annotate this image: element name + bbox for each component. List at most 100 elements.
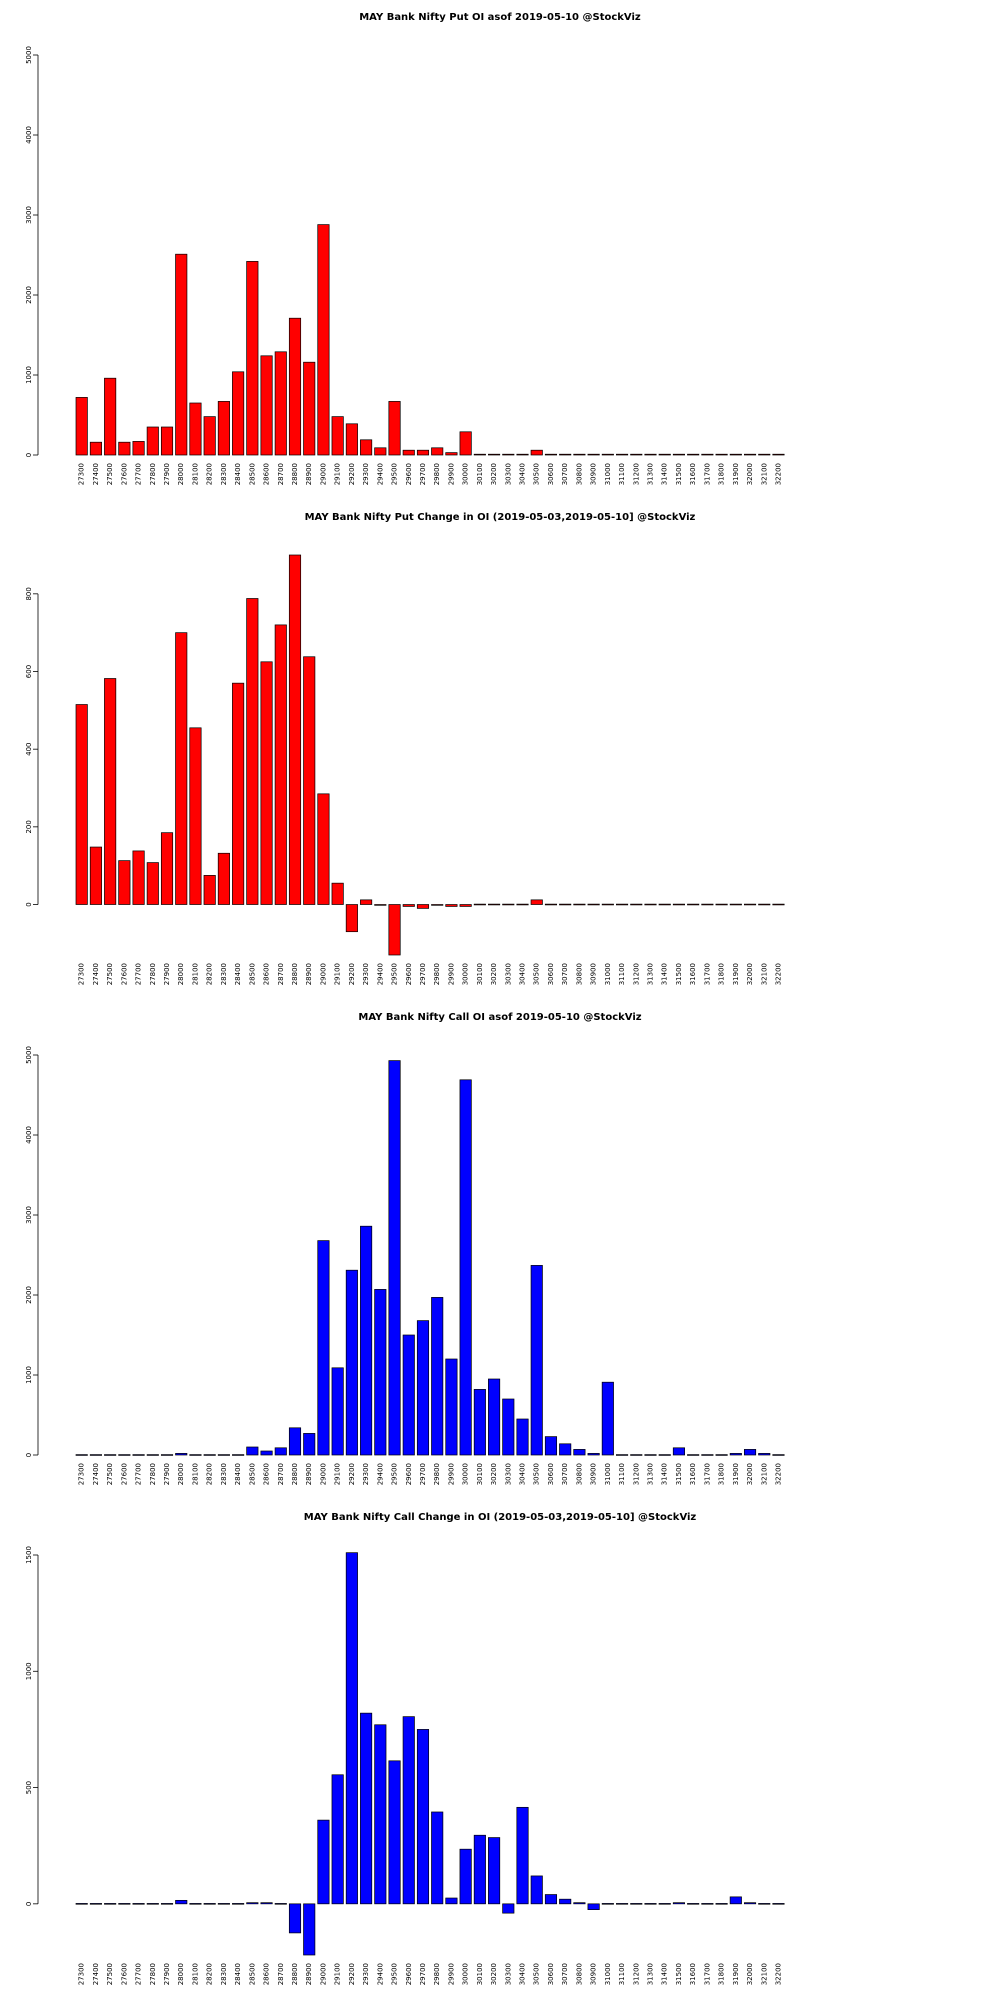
x-tick-label: 29900 [447, 463, 455, 485]
chart-title: MAY Bank Nifty Call OI asof 2019-05-10 @… [358, 1012, 642, 1023]
bar [473, 903, 486, 906]
x-tick-label: 27400 [92, 1963, 100, 1985]
x-tick-label: 32000 [746, 963, 754, 985]
call-oi-chart: MAY Bank Nifty Call OI asof 2019-05-10 @… [0, 1000, 1000, 1500]
call-change-oi-plot: 0 500 1000 1500 27300 27400 27500 27600 27700 278… [25, 1546, 785, 1985]
bar [331, 1367, 344, 1456]
bar [729, 1896, 742, 1905]
x-tick-label: 31100 [618, 463, 626, 485]
x-tick-label: 30700 [561, 1963, 569, 1985]
x-tick-label: 31900 [732, 1463, 740, 1485]
bar [146, 862, 159, 905]
bar [431, 447, 444, 456]
x-tick-label: 29800 [433, 1963, 441, 1985]
x-tick-label: 29400 [376, 1463, 384, 1485]
x-tick-label: 32000 [746, 1963, 754, 1985]
bar [104, 1903, 117, 1905]
x-tick-label: 30300 [504, 463, 512, 485]
bar [644, 453, 657, 456]
bar [374, 1724, 387, 1905]
x-tick-label: 28900 [305, 1963, 313, 1985]
bar [274, 351, 287, 456]
bar [658, 1454, 671, 1456]
x-tick-label: 31800 [718, 963, 726, 985]
bar [288, 1903, 302, 1934]
x-tick-label: 29600 [405, 963, 413, 985]
bar [729, 453, 742, 456]
x-tick-label: 32200 [774, 963, 782, 985]
x-tick-label: 28200 [206, 1463, 214, 1485]
bar [246, 1446, 259, 1456]
bar [431, 904, 444, 906]
bar [317, 1819, 330, 1905]
x-tick-label: 30500 [533, 963, 541, 985]
bar [530, 1265, 543, 1456]
x-tick-label: 31400 [661, 1463, 669, 1485]
y-tick-label: 0 [25, 1902, 33, 1906]
x-tick-label: 28800 [291, 963, 299, 985]
x-tick-label: 28300 [220, 963, 228, 985]
y-tick-label: 4000 [25, 1126, 33, 1144]
x-tick-label: 29600 [405, 463, 413, 485]
bar [488, 1837, 501, 1905]
x-tick-label: 29900 [447, 1963, 455, 1985]
bar [416, 904, 430, 909]
bar [672, 903, 685, 906]
x-tick-label: 28100 [191, 963, 199, 985]
x-tick-label: 29200 [348, 1963, 356, 1985]
bar [687, 1454, 700, 1456]
bar [217, 401, 230, 456]
bar [288, 554, 302, 905]
bar [573, 1902, 586, 1905]
bar [303, 1903, 316, 1956]
x-tick-label: 29500 [391, 963, 399, 985]
x-tick-label: 28100 [191, 1463, 199, 1485]
bar [772, 1903, 785, 1905]
bar [530, 1875, 543, 1905]
x-tick-label: 28500 [248, 1963, 256, 1985]
bar [75, 1454, 88, 1456]
bar [473, 1834, 486, 1905]
bar [473, 1389, 486, 1456]
bar [729, 903, 742, 906]
bar [544, 1894, 558, 1905]
x-tick-label: 29900 [447, 1463, 455, 1485]
x-tick-label: 31900 [732, 463, 740, 485]
bar [573, 1449, 586, 1456]
bar [658, 453, 671, 456]
bar [587, 1903, 600, 1911]
bar [146, 1903, 159, 1905]
x-tick-label: 27700 [135, 963, 143, 985]
x-tick-label: 29800 [433, 1463, 441, 1485]
x-tick-label: 31800 [718, 1963, 726, 1985]
x-tick-label: 30300 [504, 1463, 512, 1485]
chart-title: MAY Bank Nifty Put OI asof 2019-05-10 @S… [359, 12, 641, 23]
x-tick-label: 30600 [547, 1963, 555, 1985]
x-tick-label: 28400 [234, 463, 242, 485]
x-tick-label: 31000 [604, 463, 612, 485]
x-tick-label: 27800 [149, 1463, 157, 1485]
x-tick-label: 30400 [519, 463, 527, 485]
bar [459, 904, 472, 907]
y-tick-label: 0 [25, 453, 33, 457]
y-tick-label: 500 [25, 1781, 33, 1794]
x-tick-label: 28000 [177, 463, 185, 485]
bar [772, 1454, 785, 1456]
x-tick-label: 27800 [149, 463, 157, 485]
x-tick-label: 29300 [362, 1963, 370, 1985]
bar [303, 1433, 316, 1456]
x-tick-label: 31500 [675, 1463, 683, 1485]
y-tick-label: 800 [25, 587, 33, 600]
bar [672, 1902, 685, 1905]
x-tick-label: 30500 [533, 1463, 541, 1485]
bar [544, 903, 558, 906]
call-change-oi-chart: MAY Bank Nifty Call Change in OI (2019-0… [0, 1500, 1000, 2000]
bar [232, 1454, 245, 1456]
x-tick-label: 30800 [575, 1463, 583, 1485]
x-tick-label: 28100 [191, 463, 199, 485]
x-tick-label: 31000 [604, 1463, 612, 1485]
x-tick-label: 30000 [462, 963, 470, 985]
x-tick-label: 30400 [519, 1963, 527, 1985]
y-tick-label: 1500 [25, 1546, 33, 1564]
bar [360, 439, 373, 456]
